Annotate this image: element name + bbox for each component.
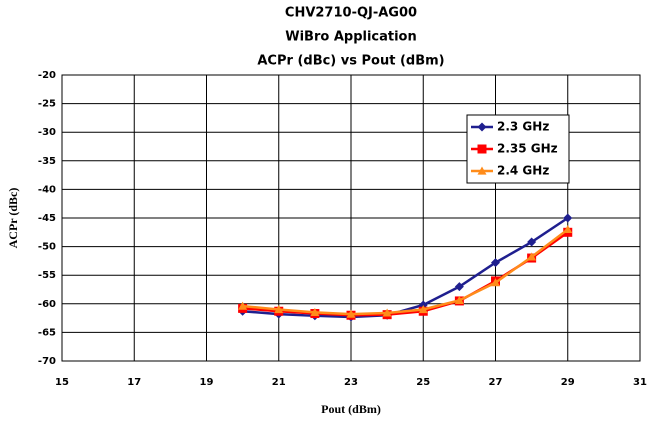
y-tick-label: -35 bbox=[38, 156, 56, 167]
y-tick-label: -25 bbox=[38, 99, 56, 110]
y-tick-label: -60 bbox=[38, 299, 56, 310]
x-axis-label: Pout (dBm) bbox=[321, 402, 381, 416]
data-point bbox=[418, 305, 428, 314]
series-line bbox=[242, 231, 569, 317]
y-tick-label: -40 bbox=[38, 184, 56, 195]
legend-label: 2.35 GHz bbox=[497, 142, 558, 156]
chart-title: CHV2710-QJ-AG00 bbox=[285, 6, 417, 21]
data-point bbox=[563, 213, 573, 223]
x-tick-label: 17 bbox=[127, 377, 141, 388]
x-tick-label: 29 bbox=[561, 377, 575, 388]
data-point bbox=[527, 237, 537, 247]
x-tick-label: 23 bbox=[344, 377, 358, 388]
y-axis-label: ACPr (dBc) bbox=[6, 188, 20, 249]
data-point bbox=[346, 309, 356, 318]
data-point bbox=[491, 278, 500, 287]
data-point bbox=[274, 305, 284, 314]
x-tick-label: 31 bbox=[633, 377, 647, 388]
chart-subtitle: ACPr (dBc) vs Pout (dBm) bbox=[257, 54, 444, 69]
legend-label: 2.4 GHz bbox=[497, 164, 549, 178]
y-tick-label: -20 bbox=[38, 70, 56, 81]
y-tick-label: -70 bbox=[38, 356, 56, 367]
legend-marker bbox=[477, 144, 487, 154]
y-tick-label: -55 bbox=[38, 270, 56, 281]
y-tick-label: -30 bbox=[38, 127, 56, 138]
x-tick-label: 15 bbox=[55, 377, 69, 388]
y-tick-label: -65 bbox=[38, 327, 56, 338]
y-tick-label: -50 bbox=[38, 242, 56, 253]
x-tick-label: 27 bbox=[489, 377, 503, 388]
y-tick-label: -45 bbox=[38, 213, 56, 224]
series-line bbox=[242, 228, 569, 316]
plot-border bbox=[61, 74, 641, 362]
data-point bbox=[238, 301, 248, 310]
data-point bbox=[454, 295, 464, 304]
x-tick-label: 19 bbox=[200, 377, 214, 388]
data-point bbox=[491, 258, 500, 268]
data-point bbox=[563, 224, 573, 234]
x-tick-label: 25 bbox=[416, 377, 430, 388]
chart-subtitle: WiBro Application bbox=[285, 30, 417, 45]
x-tick-label: 21 bbox=[272, 377, 286, 388]
legend-marker bbox=[477, 166, 487, 175]
data-point bbox=[310, 307, 320, 316]
data-point bbox=[527, 252, 537, 261]
legend-label: 2.3 GHz bbox=[497, 120, 549, 134]
data-point bbox=[454, 282, 464, 292]
data-point bbox=[382, 308, 392, 317]
legend-marker bbox=[477, 122, 487, 132]
